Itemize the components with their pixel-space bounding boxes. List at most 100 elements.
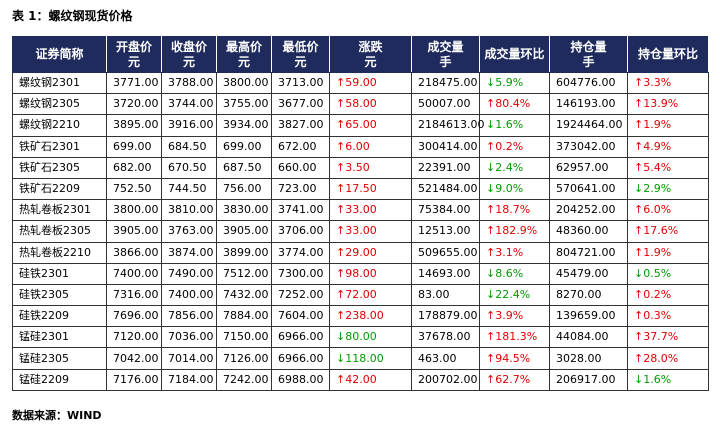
table-cell: ↑33.00 <box>329 199 412 222</box>
table-cell: 7884.00 <box>216 305 272 328</box>
table-cell: 1924464.00 <box>549 114 628 137</box>
header-cell: 开盘价 元 <box>106 36 162 73</box>
data-source: 数据来源：WIND <box>12 409 102 422</box>
table-cell: 锰硅2209 <box>12 368 107 391</box>
table-cell: 7696.00 <box>106 305 162 328</box>
table-cell: ↑80.4% <box>479 93 550 116</box>
table-row: 热轧卷板2305 3905.00 3763.00 3905.00 3706.00 ↑33.… <box>12 220 709 243</box>
header-cell: 持仓量 手 <box>549 36 628 73</box>
table-cell: 218475.00 <box>411 71 480 95</box>
table-cell: 687.50 <box>216 156 272 179</box>
table-cell: 373042.00 <box>549 135 628 158</box>
table-cell: ↓8.6% <box>479 262 550 285</box>
table-row: 螺纹钢2301 3771.00 3788.00 3800.00 3713.00 ↑59.0… <box>12 71 709 95</box>
table-row: 锰硅2301 7120.00 7036.00 7150.00 6966.00 ↓80.00… <box>12 326 709 349</box>
table-cell: 62957.00 <box>549 156 628 179</box>
table-cell: 3677.00 <box>271 93 330 116</box>
table-cell: 3800.00 <box>216 71 272 95</box>
table-cell: ↑28.0% <box>627 347 709 370</box>
table-cell: 670.50 <box>161 156 217 179</box>
table-cell: 热轧卷板2305 <box>12 220 107 243</box>
table-cell: 螺纹钢2301 <box>12 71 107 95</box>
table-cell: 3713.00 <box>271 71 330 95</box>
table-cell: 3720.00 <box>106 93 162 116</box>
table-cell: 7036.00 <box>161 326 217 349</box>
table-cell: 699.00 <box>216 135 272 158</box>
header-cell: 涨跌 元 <box>329 36 412 73</box>
table-cell: 684.50 <box>161 135 217 158</box>
table-cell: ↑0.3% <box>627 305 709 328</box>
table-cell: ↑182.9% <box>479 220 550 243</box>
table-cell: 463.00 <box>411 347 480 370</box>
table-cell: 50007.00 <box>411 93 480 116</box>
table-cell: 铁矿石2209 <box>12 177 107 201</box>
table-cell: 146193.00 <box>549 93 628 116</box>
table-cell: ↑72.00 <box>329 283 412 307</box>
table-cell: 铁矿石2301 <box>12 135 107 158</box>
table-cell: ↑6.0% <box>627 199 709 222</box>
table-cell: ↓2.4% <box>479 156 550 179</box>
table-cell: 螺纹钢2210 <box>12 114 107 137</box>
table-row: 螺纹钢2305 3720.00 3744.00 3755.00 3677.00 ↑58.0… <box>12 93 709 116</box>
table-cell: 672.00 <box>271 135 330 158</box>
table-cell: 7400.00 <box>106 262 162 285</box>
table-cell: 3706.00 <box>271 220 330 243</box>
table-cell: 3895.00 <box>106 114 162 137</box>
table-cell: 37678.00 <box>411 326 480 349</box>
table-cell: 3827.00 <box>271 114 330 137</box>
table-cell: ↑62.7% <box>479 368 550 391</box>
table-cell: 3028.00 <box>549 347 628 370</box>
table-cell: 3866.00 <box>106 241 162 264</box>
table-cell: ↑33.00 <box>329 220 412 243</box>
header-cell: 成交量 手 <box>411 36 480 73</box>
table-row: 热轧卷板2301 3800.00 3810.00 3830.00 3741.00 ↑33.… <box>12 199 709 222</box>
table-cell: 7176.00 <box>106 368 162 391</box>
table-cell: 7120.00 <box>106 326 162 349</box>
table-cell: 3905.00 <box>216 220 272 243</box>
price-table: 证券简称 开盘价 元收盘价 元最高价 元最低价 元涨跌 元成交量 手成交量环比 持仓… <box>12 36 709 391</box>
table-cell: 3905.00 <box>106 220 162 243</box>
table-cell: 3774.00 <box>271 241 330 264</box>
table-cell: 7400.00 <box>161 283 217 307</box>
table-cell: 7126.00 <box>216 347 272 370</box>
table-cell: 7490.00 <box>161 262 217 285</box>
table-cell: 3899.00 <box>216 241 272 264</box>
table-cell: ↑59.00 <box>329 71 412 95</box>
table-cell: 3788.00 <box>161 71 217 95</box>
table-cell: ↓0.5% <box>627 262 709 285</box>
table-cell: 45479.00 <box>549 262 628 285</box>
table-cell: ↑4.9% <box>627 135 709 158</box>
table-cell: ↑0.2% <box>627 283 709 307</box>
table-cell: 22391.00 <box>411 156 480 179</box>
table-cell: 7316.00 <box>106 283 162 307</box>
table-row: 螺纹钢2210 3895.00 3916.00 3934.00 3827.00 ↑65.0… <box>12 114 709 137</box>
table-cell: 178879.00 <box>411 305 480 328</box>
table-cell: 热轧卷板2210 <box>12 241 107 264</box>
header-row: 证券简称 开盘价 元收盘价 元最高价 元最低价 元涨跌 元成交量 手成交量环比 持仓… <box>12 36 709 73</box>
table-cell: 7432.00 <box>216 283 272 307</box>
table-cell: 48360.00 <box>549 220 628 243</box>
table-cell: 3763.00 <box>161 220 217 243</box>
table-cell: 7856.00 <box>161 305 217 328</box>
table-cell: 752.50 <box>106 177 162 201</box>
table-cell: 206917.00 <box>549 368 628 391</box>
table-row: 硅铁2301 7400.00 7490.00 7512.00 7300.00 ↑98.00… <box>12 262 709 285</box>
table-cell: 83.00 <box>411 283 480 307</box>
table-cell: 硅铁2305 <box>12 283 107 307</box>
table-cell: 7042.00 <box>106 347 162 370</box>
table-cell: ↑58.00 <box>329 93 412 116</box>
table-cell: ↑37.7% <box>627 326 709 349</box>
table-title: 表 1：螺纹钢现货价格 <box>12 9 133 23</box>
table-cell: ↓2.9% <box>627 177 709 201</box>
table-row: 热轧卷板2210 3866.00 3874.00 3899.00 3774.00 ↑29.… <box>12 241 709 264</box>
table-cell: ↑6.00 <box>329 135 412 158</box>
table-cell: ↑3.9% <box>479 305 550 328</box>
table-cell: ↑3.50 <box>329 156 412 179</box>
table-cell: 3934.00 <box>216 114 272 137</box>
table-row: 铁矿石2301 699.00 684.50 699.00 672.00 ↑6.00 3004… <box>12 135 709 158</box>
table-cell: 螺纹钢2305 <box>12 93 107 116</box>
table-cell: 3755.00 <box>216 93 272 116</box>
table-cell: 6966.00 <box>271 326 330 349</box>
table-cell: 75384.00 <box>411 199 480 222</box>
table-cell: 7184.00 <box>161 368 217 391</box>
